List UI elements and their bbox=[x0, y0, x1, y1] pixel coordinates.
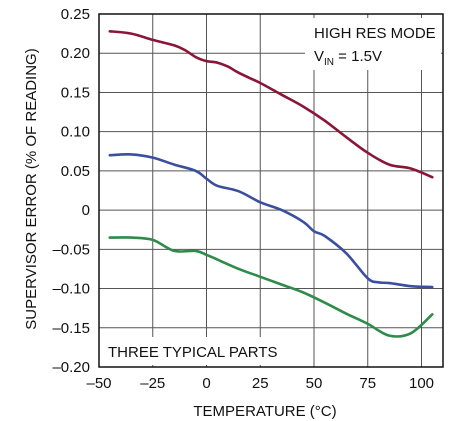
x-tick-label: 0 bbox=[202, 375, 210, 392]
y-tick-label: 0 bbox=[82, 202, 90, 219]
annotation-vin: VIN = 1.5V bbox=[314, 48, 382, 68]
x-tick-label: –25 bbox=[140, 375, 165, 392]
x-axis-title: TEMPERATURE (°C) bbox=[193, 403, 336, 420]
y-tick-label: 0.10 bbox=[61, 124, 90, 141]
x-tick-label: 50 bbox=[306, 375, 323, 392]
series-line-3 bbox=[108, 236, 434, 338]
series-line-1 bbox=[108, 30, 434, 179]
y-tick-label: –0.20 bbox=[52, 359, 90, 376]
x-tick-label: –50 bbox=[86, 375, 111, 392]
y-tick-label: 0.25 bbox=[61, 6, 90, 23]
y-tick-label: 0.20 bbox=[61, 45, 90, 62]
annotation-mode: HIGH RES MODE bbox=[314, 25, 436, 42]
y-tick-label: –0.15 bbox=[52, 320, 90, 337]
annotation-parts: THREE TYPICAL PARTS bbox=[108, 344, 278, 361]
annotation-vin-sub: IN bbox=[324, 57, 334, 68]
y-axis-title: SUPERVISOR ERROR (% OF READING) bbox=[23, 48, 40, 329]
y-tick-label: –0.05 bbox=[52, 241, 90, 258]
annotation-box-parts bbox=[103, 337, 283, 365]
series-layer bbox=[108, 30, 434, 338]
annotation-vin-value: = 1.5V bbox=[334, 48, 382, 65]
y-tick-label: 0.15 bbox=[61, 84, 90, 101]
y-tick-label: –0.10 bbox=[52, 281, 90, 298]
series-line-2 bbox=[108, 153, 434, 289]
y-tick-label: 0.05 bbox=[61, 163, 90, 180]
annotation-box-mode bbox=[305, 18, 441, 70]
x-tick-label: 25 bbox=[252, 375, 269, 392]
annotation-vin-main: V bbox=[314, 48, 324, 65]
x-tick-label: 75 bbox=[359, 375, 376, 392]
x-tick-label: 100 bbox=[409, 375, 434, 392]
tick-labels: –50 –25 0 25 50 75 100 0.25 0.20 0.15 0.10 0.05 0 –0.… bbox=[52, 6, 434, 392]
plot-frame bbox=[98, 13, 444, 368]
